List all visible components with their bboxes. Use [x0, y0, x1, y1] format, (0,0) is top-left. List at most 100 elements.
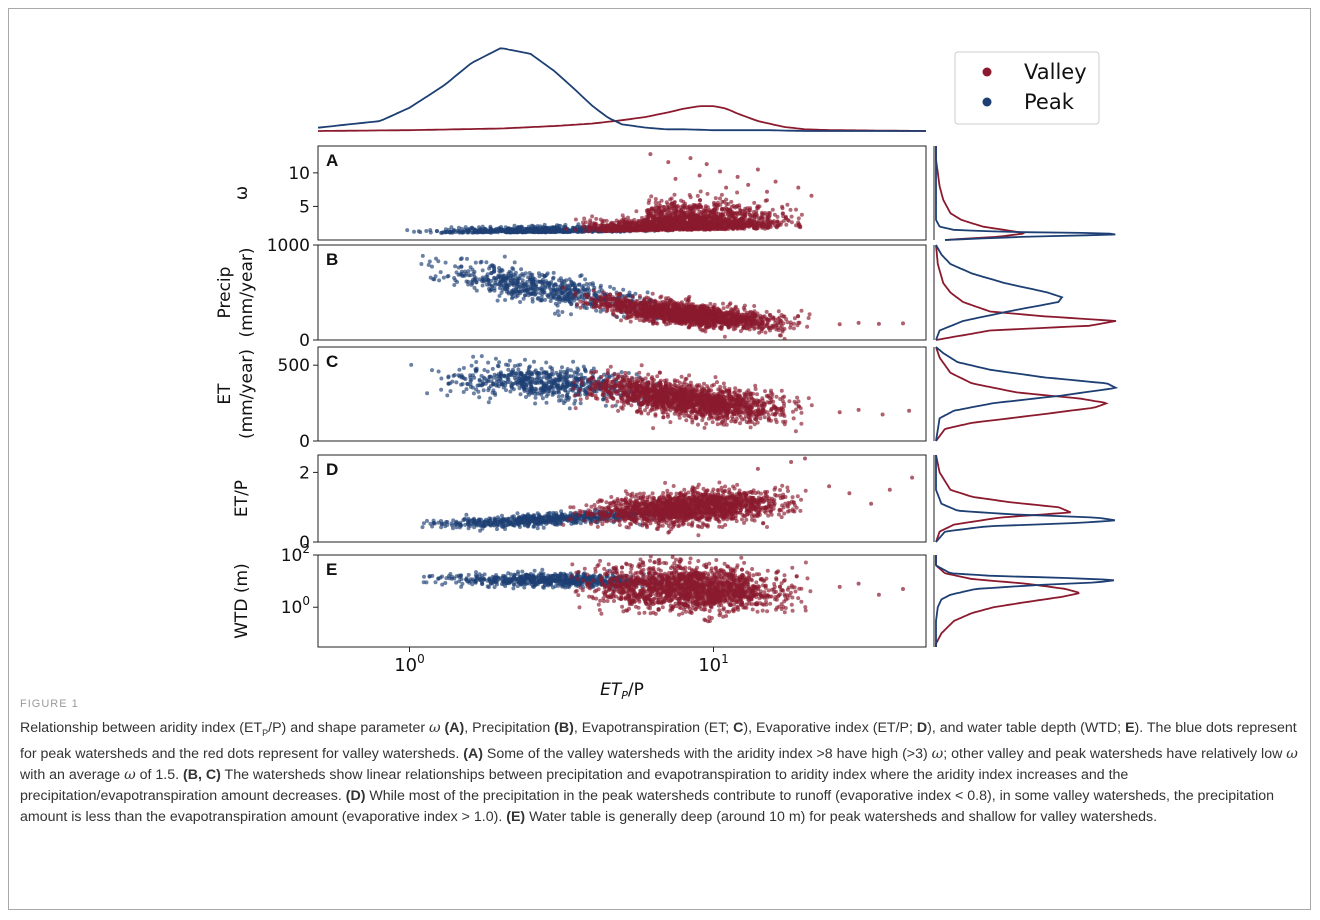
scatter-point-valley — [619, 223, 624, 228]
scatter-point-valley — [654, 218, 659, 223]
scatter-point-valley — [696, 206, 700, 211]
scatter-point-valley — [582, 225, 587, 230]
scatter-point-valley — [650, 291, 655, 296]
scatter-point-valley — [805, 324, 810, 329]
scatter-point-valley — [767, 211, 772, 215]
scatter-point-peak — [504, 278, 508, 282]
scatter-point-valley — [759, 219, 764, 224]
scatter-point-valley — [750, 310, 755, 315]
scatter-point-peak — [593, 293, 598, 298]
scatter-point-peak — [480, 283, 485, 288]
scatter-point-valley — [762, 314, 767, 319]
scatter-point-valley — [664, 218, 669, 222]
scatter-point-valley — [683, 215, 688, 220]
scatter-point-peak — [473, 260, 478, 265]
scatter-point-valley — [728, 222, 733, 227]
scatter-point-valley — [765, 214, 770, 219]
scatter-point-peak — [556, 313, 561, 318]
scatter-point-valley — [745, 312, 750, 317]
scatter-point-peak — [518, 273, 523, 278]
scatter-point-valley — [747, 208, 751, 213]
scatter-point-valley — [770, 219, 774, 224]
scatter-point-valley — [735, 307, 740, 312]
scatter-point-valley — [632, 217, 637, 222]
scatter-point-valley — [743, 206, 748, 211]
scatter-point-peak — [551, 270, 556, 275]
scatter-point-peak — [496, 384, 501, 389]
scatter-point-valley — [614, 314, 619, 319]
scatter-point-peak — [478, 260, 483, 265]
scatter-point-valley — [639, 310, 644, 315]
scatter-point-valley — [766, 326, 771, 331]
scatter-point-peak — [420, 253, 425, 258]
scatter-point-peak — [549, 230, 554, 234]
scatter-point-peak — [523, 288, 528, 293]
scatter-point-valley — [646, 208, 651, 213]
scatter-point-valley — [607, 229, 612, 233]
scatter-point-valley — [772, 212, 777, 217]
scatter-point-valley — [583, 220, 588, 225]
scatter-point-peak — [532, 280, 537, 284]
scatter-point-peak — [506, 230, 510, 235]
scatter-point-valley — [765, 198, 769, 203]
scatter-point-valley — [687, 193, 692, 197]
scatter-point-peak — [520, 278, 525, 283]
scatter-point-peak — [487, 282, 492, 287]
scatter-point-valley — [679, 198, 684, 203]
scatter-point-peak — [570, 225, 575, 230]
scatter-point-peak — [517, 289, 522, 294]
scatter-point-valley — [685, 220, 690, 225]
scatter-point-peak — [531, 227, 536, 232]
scatter-point-peak — [523, 271, 528, 276]
scatter-point-valley — [662, 318, 667, 323]
scatter-point-peak — [603, 403, 608, 408]
scatter-point-peak — [512, 223, 517, 228]
scatter-point-valley — [698, 189, 703, 194]
scatter-point-peak — [548, 299, 553, 303]
y-axis-label: Precip — [215, 267, 235, 319]
scatter-point-valley — [729, 307, 734, 312]
scatter-point-peak — [579, 372, 584, 377]
scatter-point-valley — [697, 209, 702, 214]
scatter-point-valley — [741, 318, 746, 323]
y-tick-label: 10 — [288, 164, 310, 184]
scatter-point-peak — [485, 275, 490, 280]
scatter-point-peak — [441, 275, 446, 280]
scatter-point-valley — [796, 185, 801, 190]
scatter-point-peak — [486, 229, 491, 234]
scatter-point-peak — [449, 225, 454, 230]
scatter-point-peak — [438, 270, 443, 275]
scatter-point-peak — [465, 230, 470, 235]
scatter-point-peak — [492, 228, 497, 232]
scatter-point-valley — [652, 312, 657, 317]
scatter-point-valley — [722, 320, 727, 325]
scatter-point-peak — [455, 280, 460, 284]
scatter-point-valley — [646, 215, 651, 219]
scatter-point-valley — [698, 198, 702, 202]
scatter-point-peak — [550, 227, 555, 231]
scatter-point-peak — [474, 280, 479, 285]
scatter-point-valley — [784, 222, 789, 227]
scatter-point-peak — [645, 290, 650, 295]
scatter-point-peak — [526, 275, 531, 280]
scatter-point-valley — [610, 308, 614, 313]
scatter-point-peak — [588, 282, 592, 286]
scatter-point-valley — [675, 308, 680, 313]
scatter-point-peak — [578, 401, 583, 406]
scatter-point-valley — [703, 313, 708, 318]
scatter-point-valley — [633, 301, 638, 306]
panel-letter: B — [326, 250, 338, 269]
scatter-point-valley — [727, 320, 732, 325]
scatter-point-peak — [567, 291, 572, 295]
scatter-point-valley — [746, 323, 751, 327]
scatter-point-valley — [618, 293, 623, 298]
scatter-point-valley — [598, 305, 603, 310]
scatter-point-valley — [721, 306, 726, 311]
scatter-point-valley — [575, 302, 580, 307]
scatter-point-peak — [508, 389, 513, 394]
scatter-point-peak — [471, 271, 476, 276]
scatter-point-peak — [456, 265, 461, 270]
scatter-point-peak — [409, 362, 414, 367]
